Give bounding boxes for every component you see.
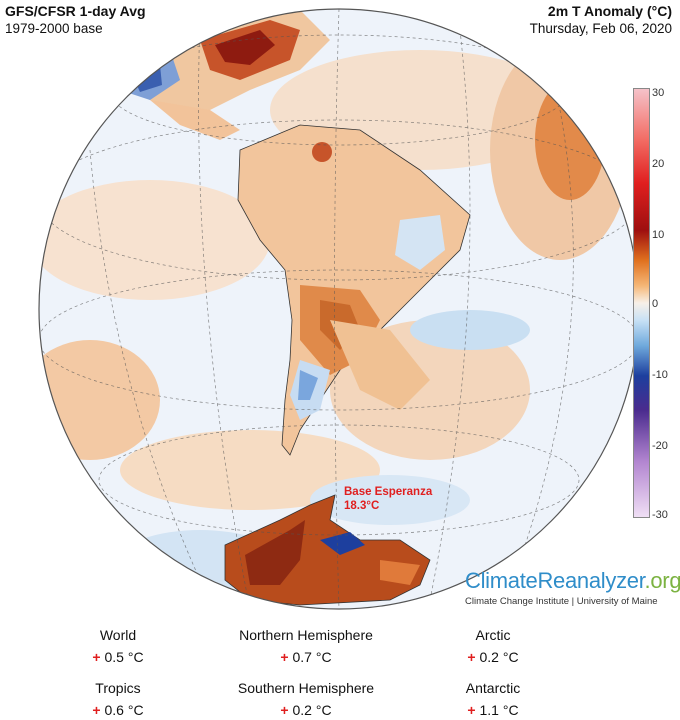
annotation-place: Base Esperanza xyxy=(344,486,433,498)
stat-northern-hemisphere: Northern Hemisphere + 0.7 °C xyxy=(206,626,406,667)
stat-sign: + xyxy=(467,702,476,718)
annotation-value: 18.3°C xyxy=(344,500,380,512)
stat-sign: + xyxy=(92,649,101,665)
stat-label: Arctic xyxy=(475,627,511,643)
brand-name: ClimateReanalyzer xyxy=(465,568,645,593)
stat-tropics: Tropics + 0.6 °C xyxy=(18,679,218,720)
stat-value: 0.2 °C xyxy=(479,649,519,665)
title-right: 2m T Anomaly (°C) Thursday, Feb 06, 2020 xyxy=(530,3,672,37)
brand-subtitle: Climate Change Institute | University of… xyxy=(465,596,658,607)
stat-label: Southern Hemisphere xyxy=(237,680,375,696)
stat-antarctic: Antarctic + 1.1 °C xyxy=(393,679,593,720)
stat-sign: + xyxy=(467,649,476,665)
stat-world: World + 0.5 °C xyxy=(18,626,218,667)
colorbar-tick: -20 xyxy=(652,440,668,452)
anomaly-field xyxy=(39,9,639,609)
stat-value: 1.1 °C xyxy=(479,702,519,718)
brand-tld: .org xyxy=(644,568,680,593)
stat-arctic: Arctic + 0.2 °C xyxy=(393,626,593,667)
max-annotation: Base Esperanza 18.3°C xyxy=(344,485,432,513)
colorbar-tick: 30 xyxy=(652,87,665,99)
colorbar-tick: -30 xyxy=(652,509,668,521)
brand-logo[interactable]: ClimateReanalyzer.org xyxy=(465,568,680,594)
stat-value: 0.5 °C xyxy=(104,649,144,665)
title-left: GFS/CFSR 1-day Avg 1979-2000 base xyxy=(5,3,146,37)
stat-value: 0.7 °C xyxy=(292,649,332,665)
base-period: 1979-2000 base xyxy=(5,21,103,36)
stat-label: Northern Hemisphere xyxy=(239,627,373,643)
colorbar-tick: 10 xyxy=(652,229,665,241)
stat-sign: + xyxy=(280,649,289,665)
stat-sign: + xyxy=(280,702,289,718)
colorbar xyxy=(633,88,650,518)
stat-sign: + xyxy=(92,702,101,718)
colorbar-tick: 20 xyxy=(652,158,665,170)
stat-value: 0.2 °C xyxy=(292,702,332,718)
source-title: GFS/CFSR 1-day Avg xyxy=(5,3,146,19)
variable-title: 2m T Anomaly (°C) xyxy=(547,3,672,19)
colorbar-tick: 0 xyxy=(652,298,659,310)
stat-label: World xyxy=(99,627,137,643)
date-label: Thursday, Feb 06, 2020 xyxy=(529,21,672,36)
stat-value: 0.6 °C xyxy=(104,702,144,718)
stat-label: Tropics xyxy=(95,680,141,696)
colorbar-tick: -10 xyxy=(652,369,668,381)
stat-label: Antarctic xyxy=(465,680,521,696)
stat-southern-hemisphere: Southern Hemisphere + 0.2 °C xyxy=(206,679,406,720)
